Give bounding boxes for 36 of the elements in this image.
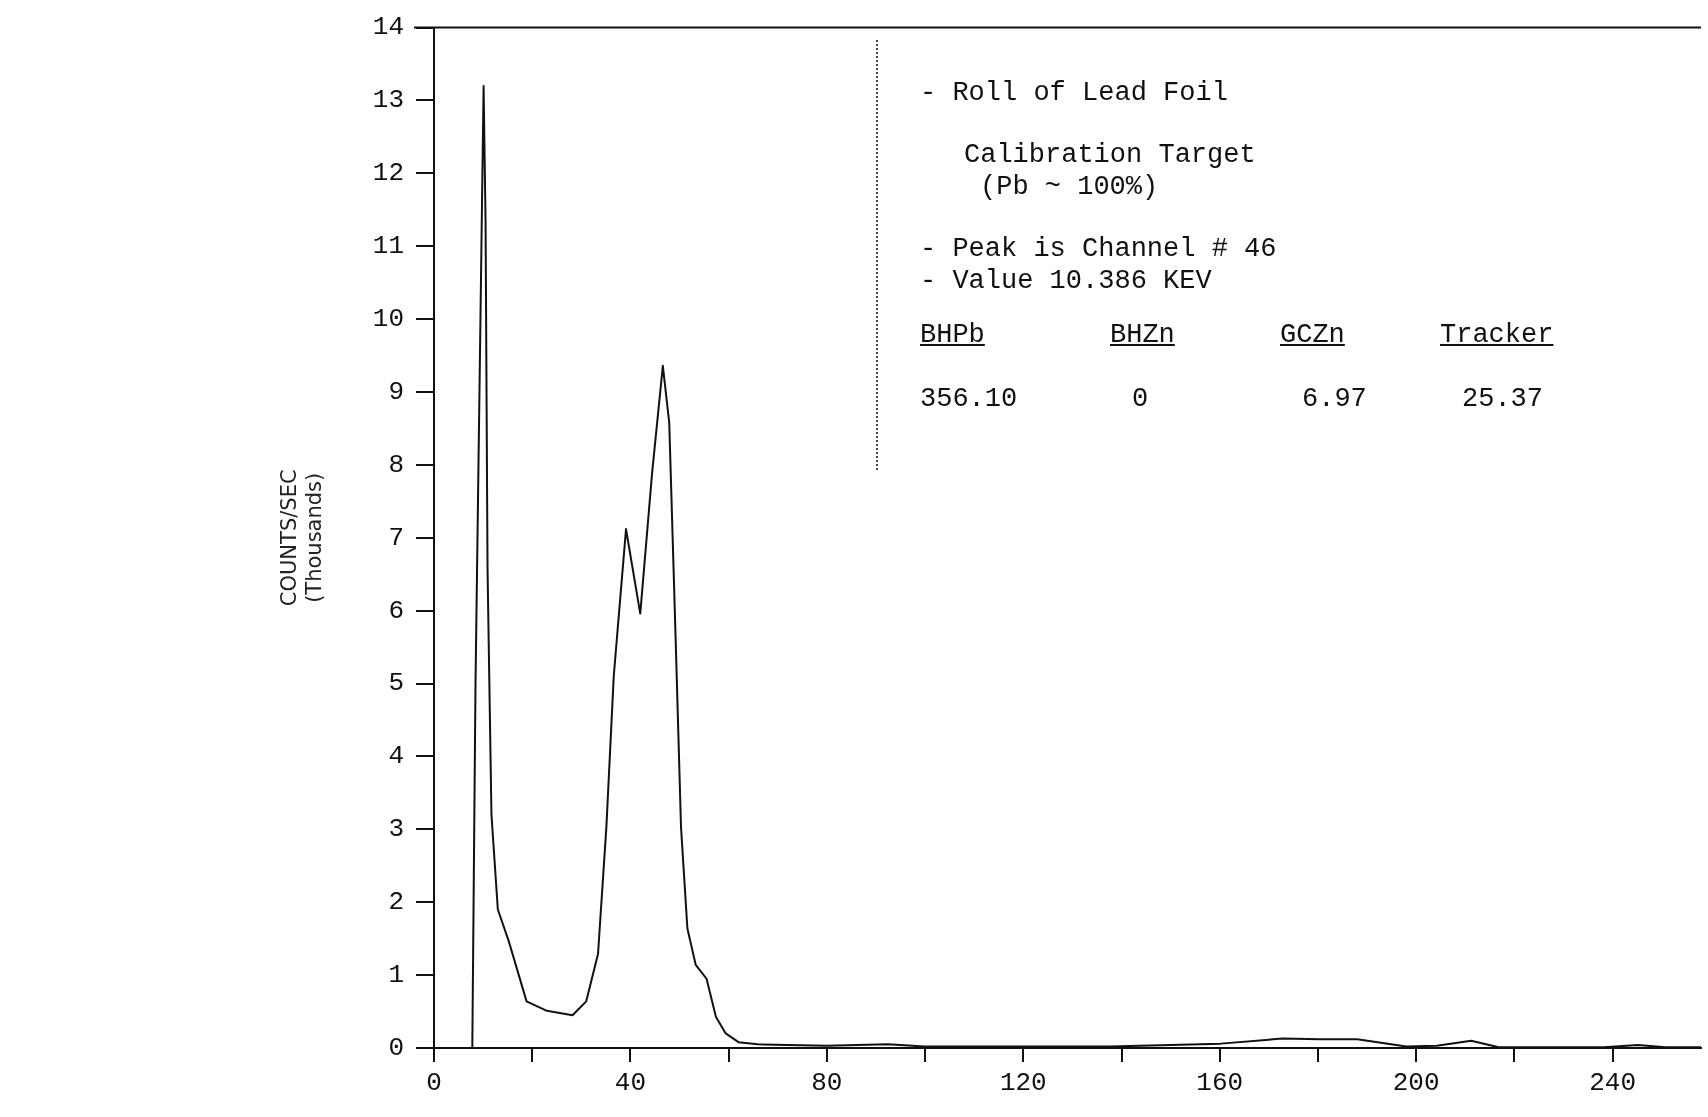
x-tick-label: 160 [1196, 1068, 1244, 1099]
annotation: - Roll of Lead Foil [920, 78, 1229, 110]
y-tick-label: 2 [388, 887, 404, 918]
annotation: BHZn [1110, 320, 1176, 350]
annotation: 356.10 [920, 384, 1019, 414]
y-tick-label: 4 [388, 741, 404, 772]
y-tick-label: 5 [388, 668, 404, 699]
y-tick-label: 9 [388, 376, 404, 407]
y-tick-label: 12 [372, 158, 404, 189]
annotation: - Value 10.386 KEV [920, 266, 1213, 298]
y-tick-label: 10 [372, 304, 404, 335]
y-tick-label: 14 [372, 12, 404, 43]
x-tick-label: 240 [1589, 1068, 1637, 1099]
y-tick-label: 8 [388, 449, 404, 480]
y-tick-label: 0 [388, 1032, 404, 1063]
annotation: (Pb ~ 100%) [979, 172, 1160, 204]
x-tick-label: 80 [811, 1068, 843, 1099]
annotation: GCZn [1280, 320, 1346, 350]
y-tick-label: 11 [372, 231, 404, 262]
y-tick-label: 3 [388, 814, 404, 845]
y-tick-label: 1 [388, 960, 404, 990]
x-tick-label: 0 [426, 1068, 442, 1099]
annotation: - Peak is Channel # 46 [920, 234, 1278, 266]
y-axis-title: COUNTS/SEC (Thousands) [277, 469, 327, 607]
y-tick-label: 6 [388, 595, 404, 626]
annotation: Tracker [1440, 320, 1555, 350]
x-tick-label: 120 [999, 1068, 1047, 1099]
annotation: BHPb [920, 320, 986, 350]
y-tick-label: 7 [388, 522, 404, 553]
annotation: 0 [1131, 384, 1150, 414]
annotation: Calibration Target [963, 140, 1257, 172]
x-tick-label: 40 [614, 1068, 647, 1099]
annotation: 6.97 [1301, 384, 1368, 414]
annotation: 25.37 [1461, 384, 1544, 414]
y-tick-label: 13 [372, 85, 404, 116]
x-tick-label: 200 [1392, 1068, 1440, 1099]
